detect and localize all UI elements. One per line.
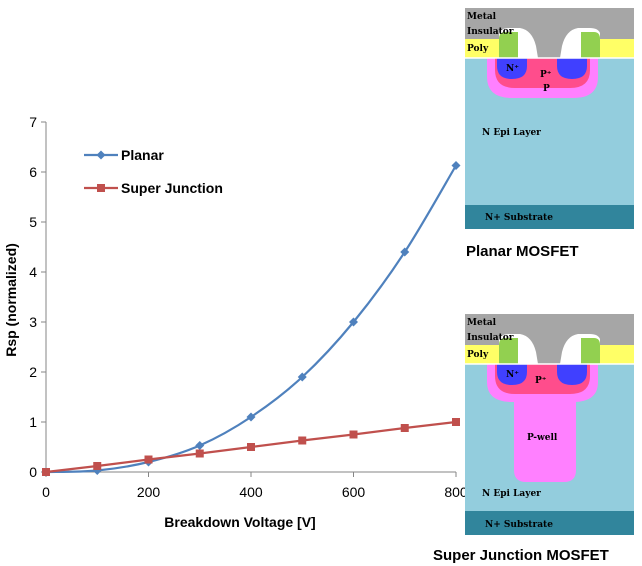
- planar-poly-left: [465, 39, 499, 58]
- sj-label-n-epi: N Epi Layer: [482, 489, 541, 499]
- super-junction-mosfet-diagram: Metal Insulator Poly N⁺ P⁺ P-well N Epi …: [465, 314, 634, 535]
- data-point-planar: [349, 317, 358, 327]
- y-tick-label: 4: [29, 264, 37, 280]
- legend-marker-planar: [96, 150, 106, 160]
- x-tick-label: 0: [42, 484, 50, 500]
- sj-n-plus-right: [557, 364, 587, 385]
- planar-metal: [465, 8, 634, 58]
- legend-label-planar: Planar: [121, 147, 164, 163]
- planar-substrate: [465, 205, 634, 229]
- y-tick-label: 2: [29, 364, 37, 380]
- y-tick-label: 7: [29, 114, 37, 130]
- y-axis-label: Rsp (normalized): [3, 243, 19, 357]
- sj-label-metal: Metal: [467, 318, 497, 328]
- data-point-planar: [297, 372, 307, 382]
- legend-item-planar: Planar: [84, 147, 164, 163]
- x-ticks: 0 200 400 600 800: [42, 472, 468, 500]
- sj-substrate: [465, 511, 634, 535]
- planar-label-insulator: Insulator: [467, 27, 514, 37]
- data-point-planar: [195, 441, 205, 450]
- planar-insulator-right: [581, 32, 600, 58]
- sj-label-insulator: Insulator: [467, 333, 514, 343]
- data-point-super-junction: [400, 424, 409, 432]
- planar-label-substrate: N+ Substrate: [485, 213, 553, 223]
- x-axis-label: Breakdown Voltage [V]: [164, 514, 315, 530]
- planar-mosfet-diagram: Metal Insulator Poly N⁺ P⁺ P N Epi Layer…: [465, 8, 634, 229]
- planar-n-plus-left: [497, 58, 527, 79]
- y-tick-label: 3: [29, 314, 37, 330]
- y-tick-label: 6: [29, 164, 37, 180]
- legend-marker-super-junction: [97, 184, 105, 192]
- super-junction-mosfet-caption: Super Junction MOSFET: [433, 547, 609, 564]
- sj-insulator-right: [581, 338, 600, 364]
- sj-p-well: [514, 390, 576, 482]
- y-tick-label: 5: [29, 214, 37, 230]
- sj-label-substrate: N+ Substrate: [485, 520, 553, 530]
- x-tick-label: 600: [342, 484, 366, 500]
- planar-label-p: P: [543, 84, 550, 94]
- data-point-super-junction: [247, 443, 255, 451]
- planar-mosfet-caption: Planar MOSFET: [466, 243, 579, 260]
- sj-insulator-left: [499, 338, 518, 364]
- data-point-planar: [451, 161, 461, 170]
- sj-poly-left: [465, 345, 499, 364]
- data-point-super-junction: [93, 462, 102, 470]
- sj-n-plus-left: [497, 364, 527, 385]
- sj-label-p-well: P-well: [527, 433, 558, 443]
- legend-label-super-junction: Super Junction: [121, 180, 223, 196]
- sj-label-poly: Poly: [467, 350, 489, 360]
- y-tick-label: 1: [29, 414, 37, 430]
- y-tick-label: 0: [29, 464, 37, 480]
- series-line-planar: [45, 164, 457, 474]
- planar-poly-right: [600, 39, 634, 58]
- planar-label-p-plus: P⁺: [540, 70, 552, 80]
- x-tick-label: 200: [137, 484, 161, 500]
- planar-insulator-left: [499, 32, 518, 58]
- data-point-super-junction: [195, 449, 204, 458]
- planar-label-metal: Metal: [467, 12, 497, 22]
- data-point-super-junction: [452, 418, 460, 426]
- planar-label-n-epi: N Epi Layer: [482, 128, 541, 138]
- planar-n-plus-right: [557, 58, 587, 79]
- sj-label-p-plus: P⁺: [535, 376, 547, 386]
- legend-background: [70, 141, 240, 203]
- legend-item-super-junction: Super Junction: [84, 180, 223, 196]
- data-point-planar: [246, 412, 256, 422]
- y-ticks: 0 1 2 3 4 5 6 7: [29, 114, 46, 480]
- data-point-super-junction: [349, 430, 358, 439]
- data-point-super-junction: [298, 436, 307, 445]
- series-layer: [41, 161, 461, 477]
- data-point-super-junction: [144, 455, 153, 464]
- data-point-super-junction: [42, 468, 50, 476]
- sj-poly-right: [600, 345, 634, 364]
- planar-label-poly: Poly: [467, 44, 489, 54]
- legend: Planar Super Junction: [70, 141, 240, 203]
- x-tick-label: 800: [444, 484, 468, 500]
- data-point-planar: [400, 247, 410, 257]
- sj-label-n-plus: N⁺: [506, 370, 519, 380]
- planar-label-n-plus: N⁺: [506, 64, 519, 74]
- sj-metal: [465, 314, 634, 364]
- x-tick-label: 400: [239, 484, 263, 500]
